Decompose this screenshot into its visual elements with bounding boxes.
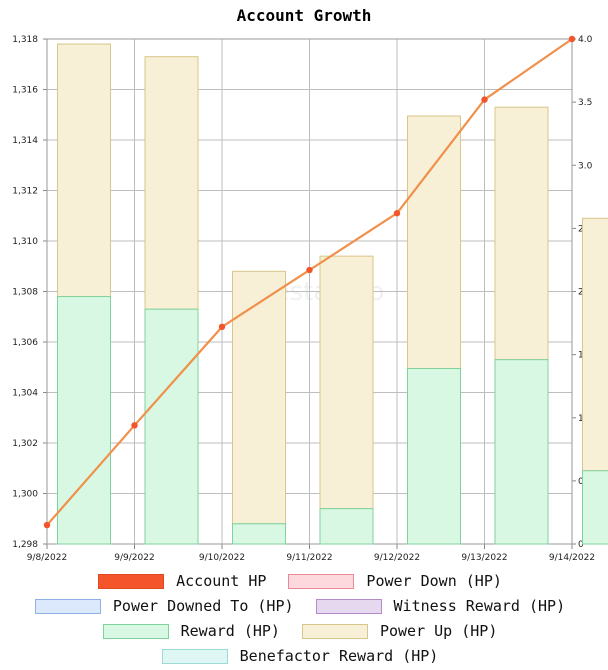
- legend-row-2: Power Downed To (HP) Witness Reward (HP): [0, 596, 608, 616]
- legend-item-benefactor-reward[interactable]: Benefactor Reward (HP): [161, 647, 447, 665]
- y-left-tick-label: 1,306: [12, 338, 38, 348]
- bar-power-up: [582, 217, 608, 472]
- y-right-tick-label: 3.0: [578, 161, 593, 171]
- legend-item-power-down[interactable]: Power Down (HP): [288, 572, 509, 590]
- account-hp-point: [43, 521, 51, 529]
- y-left-tick-label: 1,310: [12, 237, 38, 247]
- account-hp-point: [481, 96, 488, 103]
- legend-swatch: [288, 573, 355, 589]
- legend-swatch: [161, 648, 228, 664]
- legend-item-power-downed-to[interactable]: Power Downed To (HP): [34, 597, 302, 615]
- y-left-tick-label: 1,298: [12, 540, 38, 550]
- bar-power-up: [144, 56, 199, 310]
- x-tick-label: 9/14/2022: [549, 553, 595, 563]
- y-right-tick-label: 4.0: [578, 35, 593, 45]
- y-left-tick-label: 1,302: [12, 439, 38, 449]
- bar-reward: [57, 296, 111, 545]
- legend-label: Account HP: [176, 572, 267, 590]
- bar-reward: [582, 470, 608, 545]
- account-growth-chart: hivestats.io1,2981,3001,3021,3041,3061,3…: [12, 35, 608, 563]
- bar-reward: [144, 308, 199, 545]
- account-hp-point: [306, 266, 313, 274]
- legend-label: Reward (HP): [180, 622, 280, 640]
- x-tick-label: 9/11/2022: [286, 553, 332, 563]
- legend-label: Power Up (HP): [379, 622, 498, 640]
- account-hp-point: [218, 323, 226, 331]
- legend-swatch: [102, 623, 169, 639]
- legend-item-reward[interactable]: Reward (HP): [102, 622, 288, 640]
- legend-swatch: [301, 623, 368, 639]
- bar-power-up: [494, 106, 549, 361]
- y-left-tick-label: 1,316: [12, 86, 38, 96]
- x-tick-label: 9/12/2022: [374, 553, 420, 563]
- y-left-tick-label: 1,312: [12, 187, 38, 197]
- account-hp-point: [393, 210, 401, 217]
- x-tick-label: 9/10/2022: [199, 553, 245, 563]
- account-hp-point: [131, 422, 138, 429]
- x-tick-label: 9/8/2022: [27, 553, 67, 563]
- y-left-tick-label: 1,304: [12, 389, 38, 399]
- y-left-tick-label: 1,308: [12, 288, 38, 298]
- bar-power-up: [407, 115, 461, 370]
- account-hp-point: [568, 35, 576, 43]
- legend-item-power-up[interactable]: Power Up (HP): [301, 622, 505, 640]
- legend-swatch: [98, 573, 165, 589]
- legend-label: Benefactor Reward (HP): [239, 647, 439, 665]
- bar-reward: [407, 368, 461, 545]
- legend-label: Power Downed To (HP): [112, 597, 294, 615]
- legend-swatch: [315, 598, 382, 614]
- legend-label: Witness Reward (HP): [393, 597, 566, 615]
- y-right-tick-label: 0: [578, 540, 584, 550]
- bar-power-up: [57, 43, 111, 298]
- chart-title: Account Growth: [236, 6, 372, 25]
- legend-item-witness-reward[interactable]: Witness Reward (HP): [315, 597, 574, 615]
- legend-swatch: [34, 598, 101, 614]
- y-left-tick-label: 1,300: [12, 490, 38, 500]
- y-right-tick-label: 3.5: [578, 98, 592, 108]
- plot-frame: [46, 38, 573, 545]
- y-left-tick-label: 1,318: [12, 35, 38, 45]
- bar-reward: [232, 523, 286, 545]
- legend-row-3: Reward (HP) Power Up (HP): [0, 621, 608, 641]
- bar-power-up: [319, 255, 374, 510]
- legend-label: Power Down (HP): [366, 572, 502, 590]
- bar-reward: [319, 508, 374, 545]
- x-tick-label: 9/13/2022: [461, 553, 507, 563]
- x-tick-label: 9/9/2022: [114, 553, 154, 563]
- bar-power-up: [232, 270, 286, 525]
- y-left-tick-label: 1,314: [12, 136, 38, 146]
- legend-row-1: Account HP Power Down (HP): [0, 571, 608, 591]
- legend-item-account-hp[interactable]: Account HP: [98, 572, 274, 590]
- bar-reward: [494, 359, 549, 545]
- legend-row-4: Benefactor Reward (HP): [0, 646, 608, 666]
